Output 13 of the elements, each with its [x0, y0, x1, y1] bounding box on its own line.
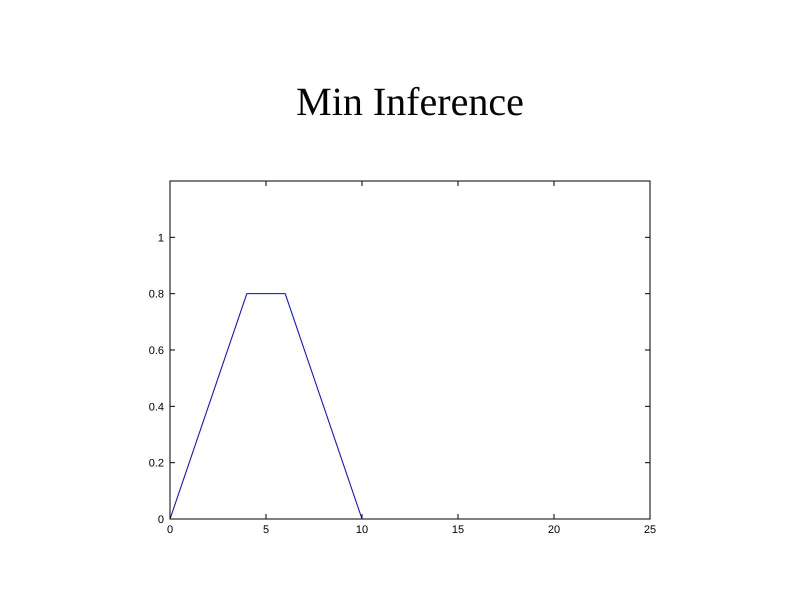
x-tick-label: 0	[166, 524, 174, 536]
x-tick-label: 10	[356, 524, 368, 536]
y-tick-label: 0.8	[148, 288, 164, 301]
y-tick-label: 0.2	[148, 458, 164, 470]
y-tick-label: 1	[158, 232, 164, 244]
x-tick-label: 15	[452, 524, 464, 536]
x-tick-label: 20	[548, 524, 560, 536]
y-tick-label: 0.6	[148, 345, 164, 357]
chart-title: Min Inference	[296, 79, 524, 124]
x-tick-label: 5	[262, 524, 270, 536]
y-tick-label: 0	[158, 514, 164, 526]
x-tick-label: 25	[644, 524, 656, 536]
y-tick-label: 0.4	[148, 401, 164, 414]
